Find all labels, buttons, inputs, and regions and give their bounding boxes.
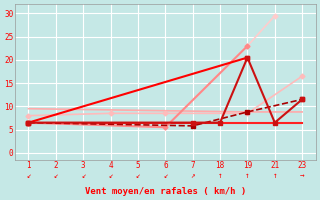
Text: ↗: ↗ xyxy=(190,171,195,180)
Text: ↙: ↙ xyxy=(53,171,58,180)
Text: ↙: ↙ xyxy=(163,171,168,180)
Text: ↙: ↙ xyxy=(136,171,140,180)
Text: ↑: ↑ xyxy=(245,171,250,180)
Text: ↑: ↑ xyxy=(218,171,222,180)
X-axis label: Vent moyen/en rafales ( km/h ): Vent moyen/en rafales ( km/h ) xyxy=(85,187,246,196)
Text: →: → xyxy=(300,171,304,180)
Text: ↙: ↙ xyxy=(108,171,113,180)
Text: ↑: ↑ xyxy=(272,171,277,180)
Text: ↙: ↙ xyxy=(26,171,31,180)
Text: ↙: ↙ xyxy=(81,171,85,180)
